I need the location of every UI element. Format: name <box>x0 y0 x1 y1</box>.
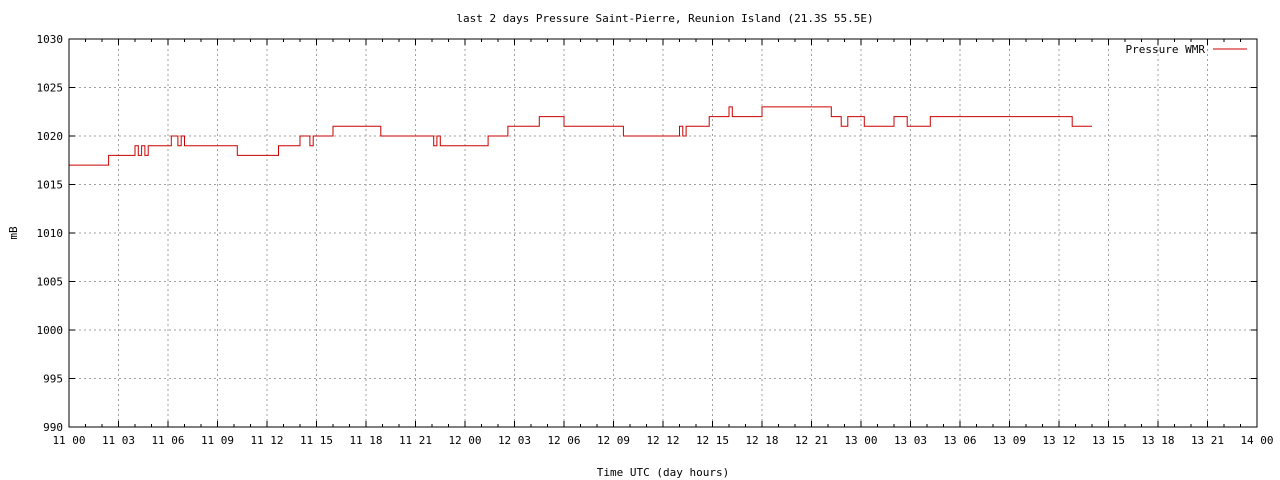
x-tick-label: 11 09 <box>201 434 234 447</box>
y-tick-label: 995 <box>43 373 63 386</box>
chart-title: last 2 days Pressure Saint-Pierre, Reuni… <box>456 12 873 25</box>
x-tick-label: 13 00 <box>844 434 877 447</box>
y-tick-label: 1015 <box>37 179 64 192</box>
y-tick-label: 990 <box>43 421 63 434</box>
series-layer <box>69 106 1092 166</box>
y-tick-label: 1000 <box>37 324 64 337</box>
series-line-pressure <box>69 106 1092 166</box>
x-tick-label: 12 09 <box>597 434 630 447</box>
x-tick-label: 11 18 <box>349 434 382 447</box>
x-axis-label: Time UTC (day hours) <box>597 466 729 479</box>
y-tick-label: 1005 <box>37 276 64 289</box>
x-tick-label: 12 00 <box>448 434 481 447</box>
y-tick-label: 1010 <box>37 227 64 240</box>
x-tick-label: 11 00 <box>52 434 85 447</box>
x-tick-label: 11 06 <box>151 434 184 447</box>
x-tick-label: 12 06 <box>547 434 580 447</box>
y-axis-label: mB <box>7 226 20 240</box>
x-tick-label: 12 21 <box>795 434 828 447</box>
x-tick-label: 13 12 <box>1042 434 1075 447</box>
x-tick-label: 13 03 <box>894 434 927 447</box>
x-tick-label: 11 12 <box>250 434 283 447</box>
x-tick-label: 12 18 <box>745 434 778 447</box>
grid <box>69 39 1257 427</box>
y-tick-label: 1025 <box>37 82 64 95</box>
x-tick-label: 13 09 <box>993 434 1026 447</box>
x-tick-label: 13 15 <box>1092 434 1125 447</box>
x-tick-label: 11 15 <box>300 434 333 447</box>
x-tick-label: 11 21 <box>399 434 432 447</box>
x-ticks: 11 00 11 03 11 06 11 09 11 12 11 15 11 18 11 21… <box>52 39 1274 447</box>
y-tick-label: 1020 <box>37 130 64 143</box>
x-tick-label: 12 03 <box>498 434 531 447</box>
legend-label: Pressure WMR <box>1126 43 1206 56</box>
x-tick-label: 11 03 <box>102 434 135 447</box>
x-tick-label: 13 18 <box>1141 434 1174 447</box>
x-tick-label: 13 06 <box>943 434 976 447</box>
x-tick-label: 12 15 <box>696 434 729 447</box>
y-tick-label: 1030 <box>37 33 64 46</box>
y-ticks: 990 995 1000 1005 1010 1015 1020 1025 1030 <box>37 33 1257 434</box>
x-tick-label: 14 00 <box>1240 434 1273 447</box>
x-tick-label: 13 21 <box>1191 434 1224 447</box>
plot-frame <box>68 38 1258 428</box>
x-tick-label: 12 12 <box>646 434 679 447</box>
legend: Pressure WMR <box>1126 43 1247 56</box>
